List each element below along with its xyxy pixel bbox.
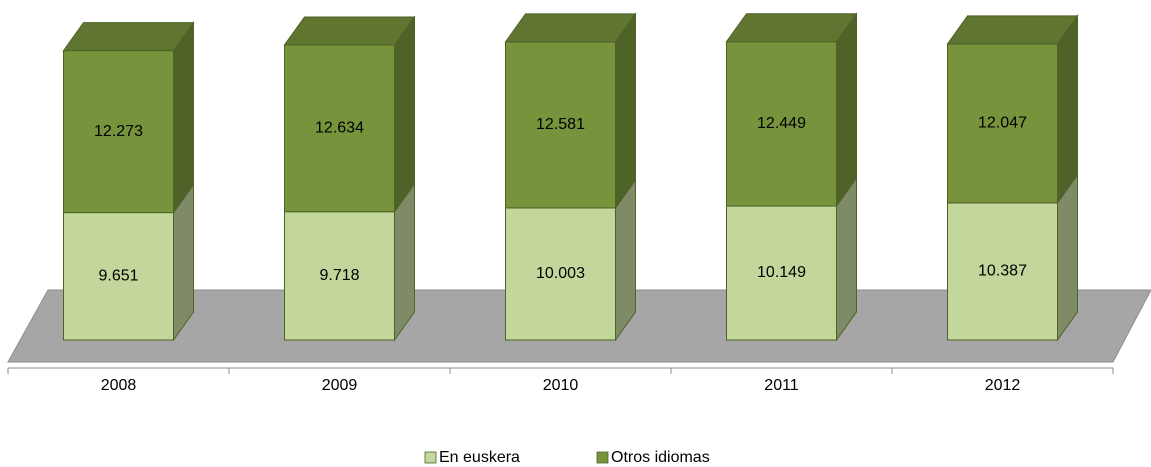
value-label: 12.449 bbox=[757, 115, 806, 132]
value-label: 9.718 bbox=[319, 267, 359, 284]
legend-swatch bbox=[424, 451, 437, 464]
value-label: 9.651 bbox=[98, 268, 138, 285]
value-label: 10.387 bbox=[978, 263, 1027, 280]
x-tick-label: 2012 bbox=[985, 377, 1021, 394]
legend-label: Otros idiomas bbox=[611, 449, 710, 466]
bar-side bbox=[1057, 14, 1078, 205]
bar-top bbox=[283, 16, 416, 46]
x-tick-label: 2010 bbox=[543, 377, 579, 394]
bar-side bbox=[1057, 173, 1078, 342]
bar-top bbox=[62, 22, 195, 52]
bar bbox=[726, 205, 837, 341]
bar bbox=[947, 202, 1058, 341]
bar bbox=[726, 41, 837, 207]
bar bbox=[63, 50, 174, 214]
bar-top bbox=[725, 13, 858, 43]
value-label: 10.149 bbox=[757, 264, 806, 281]
value-label: 12.273 bbox=[94, 123, 143, 140]
bar bbox=[505, 207, 616, 341]
bar bbox=[505, 41, 616, 209]
value-label: 12.047 bbox=[978, 115, 1027, 132]
x-tick-label: 2008 bbox=[101, 377, 137, 394]
bar bbox=[284, 44, 395, 213]
bar-side bbox=[173, 21, 194, 215]
bar-top bbox=[946, 15, 1079, 45]
value-label: 12.634 bbox=[315, 120, 364, 137]
x-tick-label: 2011 bbox=[764, 377, 799, 394]
x-tick-label: 2009 bbox=[322, 377, 358, 394]
bar-side bbox=[836, 12, 857, 208]
bar bbox=[284, 211, 395, 341]
bar bbox=[63, 212, 174, 341]
value-label: 12.581 bbox=[536, 116, 585, 133]
legend-swatch bbox=[596, 451, 609, 464]
legend-label: En euskera bbox=[439, 449, 520, 466]
value-label: 10.003 bbox=[536, 265, 585, 282]
bar bbox=[947, 43, 1058, 204]
bar-top bbox=[504, 13, 637, 43]
bar-side bbox=[615, 12, 636, 210]
bar-side bbox=[394, 15, 415, 214]
